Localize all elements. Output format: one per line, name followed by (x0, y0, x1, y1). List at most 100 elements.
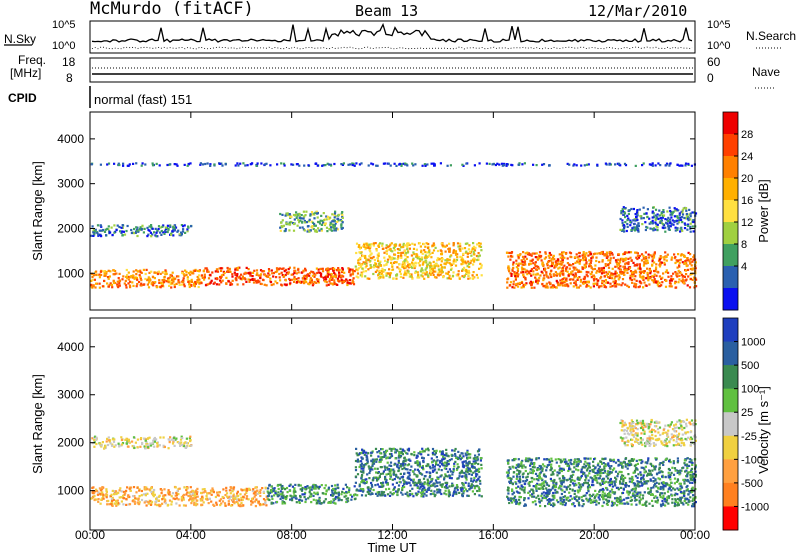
range-time-cell (408, 263, 410, 265)
range-time-cell (293, 230, 295, 232)
range-time-cell (659, 265, 661, 267)
range-time-cell (605, 265, 607, 267)
range-time-cell (682, 254, 684, 256)
range-time-cell (262, 279, 264, 281)
range-time-cell (184, 232, 186, 234)
range-time-cell (612, 254, 614, 256)
range-time-cell (372, 479, 374, 481)
range-time-cell (435, 462, 437, 464)
range-time-cell (633, 208, 635, 210)
range-time-cell (373, 256, 375, 258)
range-time-cell (99, 283, 101, 285)
range-time-cell (174, 163, 176, 165)
range-time-cell (202, 163, 204, 165)
range-time-cell (387, 462, 389, 464)
range-time-cell (313, 499, 315, 501)
range-time-cell (300, 484, 302, 486)
range-time-cell (445, 452, 447, 454)
range-time-cell (334, 484, 336, 486)
range-time-cell (208, 492, 210, 494)
range-time-cell (428, 487, 430, 489)
range-time-cell (612, 268, 614, 270)
range-time-cell (568, 264, 570, 266)
range-time-cell (308, 283, 310, 285)
range-time-cell (454, 461, 456, 463)
range-time-cell (353, 283, 355, 285)
range-time-cell (342, 268, 344, 270)
range-time-cell (250, 163, 252, 165)
range-time-cell (361, 275, 363, 277)
range-time-cell (95, 283, 97, 285)
range-time-cell (210, 501, 212, 503)
range-time-cell (371, 493, 373, 495)
range-time-cell (402, 476, 404, 478)
range-time-cell (207, 162, 209, 164)
range-time-cell (511, 251, 513, 253)
range-time-cell (185, 493, 187, 495)
range-time-cell (639, 264, 641, 266)
range-time-cell (100, 164, 102, 166)
range-time-cell (301, 221, 303, 223)
range-time-cell (323, 212, 325, 214)
range-time-cell (605, 263, 607, 265)
range-time-cell (666, 269, 668, 271)
range-time-cell (645, 262, 647, 264)
range-time-cell (690, 278, 692, 280)
range-time-cell (277, 491, 279, 493)
range-time-cell (687, 163, 689, 165)
range-time-cell (367, 491, 369, 493)
range-time-cell (378, 493, 380, 495)
range-time-cell (632, 275, 634, 277)
range-time-cell (655, 217, 657, 219)
range-time-cell (463, 487, 465, 489)
range-time-cell (664, 231, 666, 233)
range-time-cell (322, 492, 324, 494)
range-time-cell (673, 253, 675, 255)
range-time-cell (182, 225, 184, 227)
range-time-cell (521, 163, 523, 165)
range-time-cell (325, 278, 327, 280)
range-time-cell (118, 226, 120, 228)
range-time-cell (203, 270, 205, 272)
range-time-cell (582, 259, 584, 261)
range-time-cell (567, 257, 569, 259)
range-time-cell (465, 163, 467, 165)
range-time-cell (562, 261, 564, 263)
range-time-cell (248, 498, 250, 500)
range-time-cell (310, 213, 312, 215)
range-time-cell (546, 283, 548, 285)
range-time-cell (545, 253, 547, 255)
range-time-cell (578, 271, 580, 273)
range-time-cell (418, 262, 420, 264)
range-time-cell (454, 487, 456, 489)
range-time-cell (411, 267, 413, 269)
range-time-cell (608, 267, 610, 269)
range-time-cell (168, 489, 170, 491)
range-time-cell (634, 275, 636, 277)
range-time-cell (677, 253, 679, 255)
range-time-cell (421, 489, 423, 491)
range-time-cell (389, 272, 391, 274)
range-time-cell (655, 281, 657, 283)
range-time-cell (311, 281, 313, 283)
range-time-cell (144, 163, 146, 165)
range-time-cell (478, 242, 480, 244)
range-time-cell (131, 232, 133, 234)
range-time-cell (681, 216, 683, 218)
range-time-cell (671, 285, 673, 287)
range-time-cell (172, 234, 174, 236)
range-time-cell (392, 269, 394, 271)
range-time-cell (403, 486, 405, 488)
range-time-cell (216, 268, 218, 270)
range-time-cell (147, 501, 149, 503)
range-time-cell (201, 274, 203, 276)
range-time-cell (445, 449, 447, 451)
range-time-cell (368, 477, 370, 479)
range-time-cell (596, 270, 598, 272)
range-time-cell (394, 163, 396, 165)
range-time-cell (646, 285, 648, 287)
range-time-cell (282, 502, 284, 504)
range-time-cell (601, 260, 603, 262)
range-time-cell (458, 466, 460, 468)
range-time-cell (421, 467, 423, 469)
